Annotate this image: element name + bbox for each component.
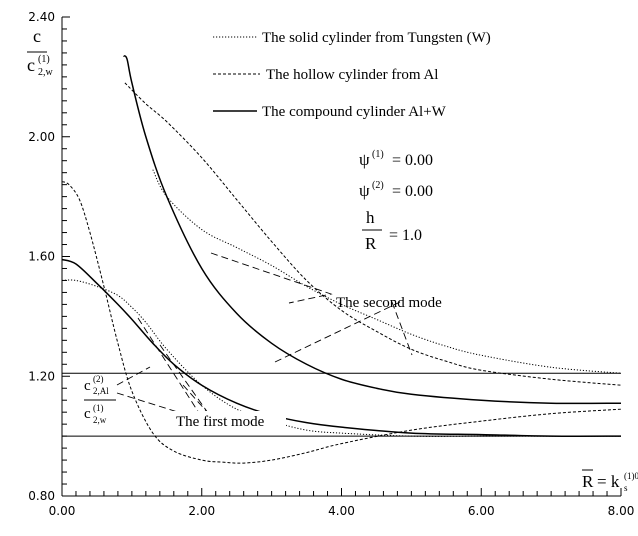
first-mode-label: The first mode bbox=[176, 414, 265, 430]
x-label-sup: (1)0 bbox=[624, 471, 638, 481]
legend-label-solid-w: The solid cylinder from Tungsten (W) bbox=[262, 30, 491, 46]
x-tick-label: 2.00 bbox=[188, 504, 215, 518]
first-mode-pointer-b bbox=[159, 344, 209, 414]
hr-numerator: h bbox=[366, 208, 375, 227]
first-mode-pointer-c bbox=[182, 384, 209, 414]
ratio-den-main: c bbox=[84, 406, 91, 422]
y-label-den-sub: 2,w bbox=[38, 67, 54, 78]
y-tick-label: 2.00 bbox=[28, 130, 55, 144]
ratio-num-sub: 2,Al bbox=[93, 386, 109, 396]
axes-layer bbox=[61, 17, 621, 497]
ratio-den-sub: 2,w bbox=[93, 415, 107, 425]
x-label-eq: = k bbox=[597, 472, 620, 491]
psi2-sup: (2) bbox=[372, 180, 384, 191]
ratio-num-sup: (2) bbox=[93, 374, 104, 384]
x-label-sub: s bbox=[624, 483, 628, 493]
x-tick-label: 0.00 bbox=[49, 504, 76, 518]
series-layer bbox=[61, 55, 622, 464]
y-tick-label: 1.20 bbox=[28, 369, 55, 383]
annotations: The second mode The first mode bbox=[116, 252, 442, 430]
second-mode-pointer-right bbox=[391, 301, 413, 356]
psi1-value: = 0.00 bbox=[392, 152, 433, 169]
series-line-solid-w-1 bbox=[152, 169, 622, 374]
hr-value: = 1.0 bbox=[389, 227, 422, 244]
y-tick-label: 2.40 bbox=[28, 10, 55, 24]
ratio-label-background bbox=[82, 378, 120, 426]
ticks-layer: 0.00 2.00 4.00 6.00 8.00 0.80 1.20 1.60 2.00 2.40 bbox=[28, 10, 634, 518]
legend: The solid cylinder from Tungsten (W) The… bbox=[213, 30, 491, 120]
series-line-hollow-al-2 bbox=[61, 181, 622, 464]
hr-denominator: R bbox=[365, 234, 377, 253]
parameters: ψ (1) = 0.00 ψ (2) = 0.00 h R = 1.0 bbox=[359, 149, 433, 253]
y-label-den-main: c bbox=[27, 55, 35, 75]
y-axis-label: c c (1) 2,w bbox=[27, 26, 54, 78]
ratio-pointer-upper bbox=[116, 366, 151, 386]
ratio-den-sup: (1) bbox=[93, 403, 104, 413]
y-label-numerator: c bbox=[33, 26, 41, 46]
ratio-label: c (2) 2,Al c (1) 2,w bbox=[82, 374, 120, 426]
psi2-symbol: ψ bbox=[359, 181, 370, 200]
psi1-sup: (1) bbox=[372, 149, 384, 160]
psi1-symbol: ψ bbox=[359, 150, 370, 169]
x-tick-label: 4.00 bbox=[328, 504, 355, 518]
legend-label-hollow-al: The hollow cylinder from Al bbox=[266, 67, 438, 83]
x-tick-label: 8.00 bbox=[608, 504, 635, 518]
series-line-hollow-al-3 bbox=[124, 82, 622, 386]
x-tick-label: 6.00 bbox=[468, 504, 495, 518]
series-line-solid-w-0 bbox=[61, 279, 621, 437]
y-tick-label: 0.80 bbox=[28, 489, 55, 503]
ratio-num-main: c bbox=[84, 378, 91, 394]
psi2-value: = 0.00 bbox=[392, 183, 433, 200]
series-line-compound-4 bbox=[61, 258, 622, 437]
x-axis-label: R = k s (1)0 bbox=[582, 469, 638, 493]
x-label-r-bar: R bbox=[582, 472, 594, 491]
second-mode-label: The second mode bbox=[336, 295, 442, 311]
series-line-compound-5 bbox=[123, 55, 622, 405]
second-mode-pointer-left bbox=[210, 252, 333, 304]
y-label-den-sup: (1) bbox=[38, 54, 50, 65]
first-mode-pointer-a bbox=[137, 317, 200, 414]
legend-label-compound: The compound cylinder Al+W bbox=[262, 104, 447, 120]
second-mode-pointer-low bbox=[274, 301, 401, 363]
first-mode-label-background bbox=[172, 411, 286, 429]
y-tick-label: 1.60 bbox=[28, 250, 55, 264]
